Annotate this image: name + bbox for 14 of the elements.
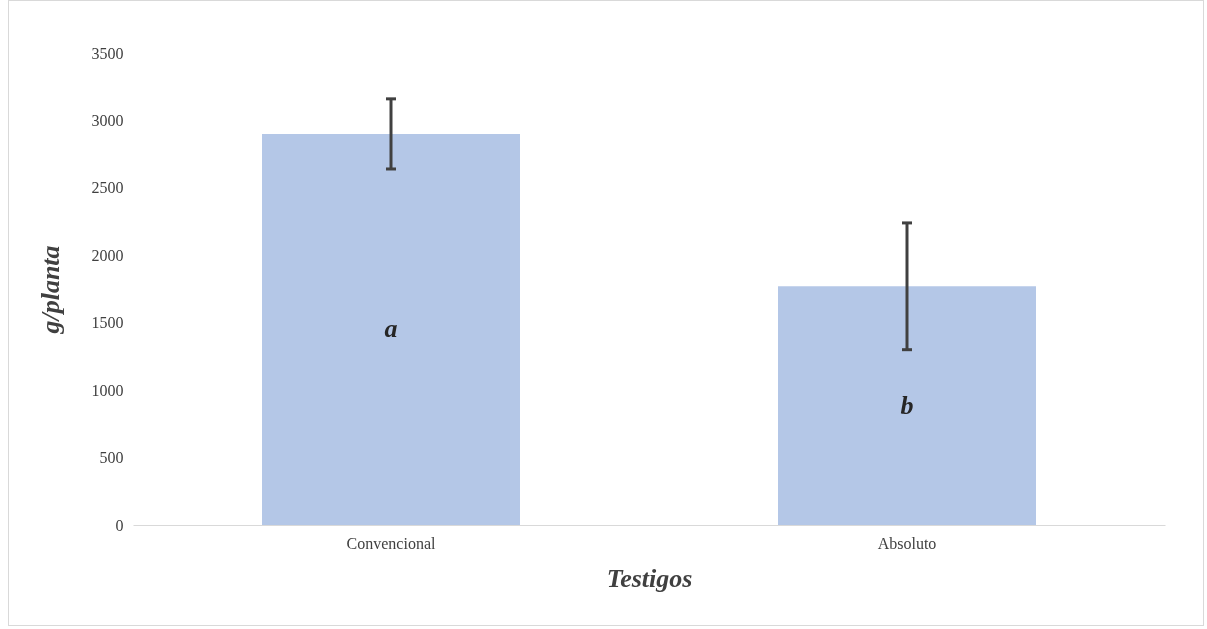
- y-tick-label: 1000: [91, 381, 124, 399]
- x-tick-label: Absoluto: [877, 534, 937, 552]
- y-tick-label: 2000: [91, 246, 124, 264]
- y-tick-label: 500: [99, 449, 124, 467]
- y-tick-label: 1500: [91, 314, 124, 332]
- annotation: a: [384, 314, 398, 344]
- y-tick-label: 3500: [91, 44, 124, 62]
- y-tick-label: 0: [115, 516, 124, 534]
- annotation: b: [900, 390, 914, 420]
- y-tick-label: 2500: [91, 179, 124, 197]
- x-tick-label: Convencional: [346, 534, 436, 552]
- x-axis-title: Testigos: [606, 563, 693, 593]
- y-tick-label: 3000: [91, 111, 124, 129]
- y-axis-title: g/planta: [35, 245, 65, 335]
